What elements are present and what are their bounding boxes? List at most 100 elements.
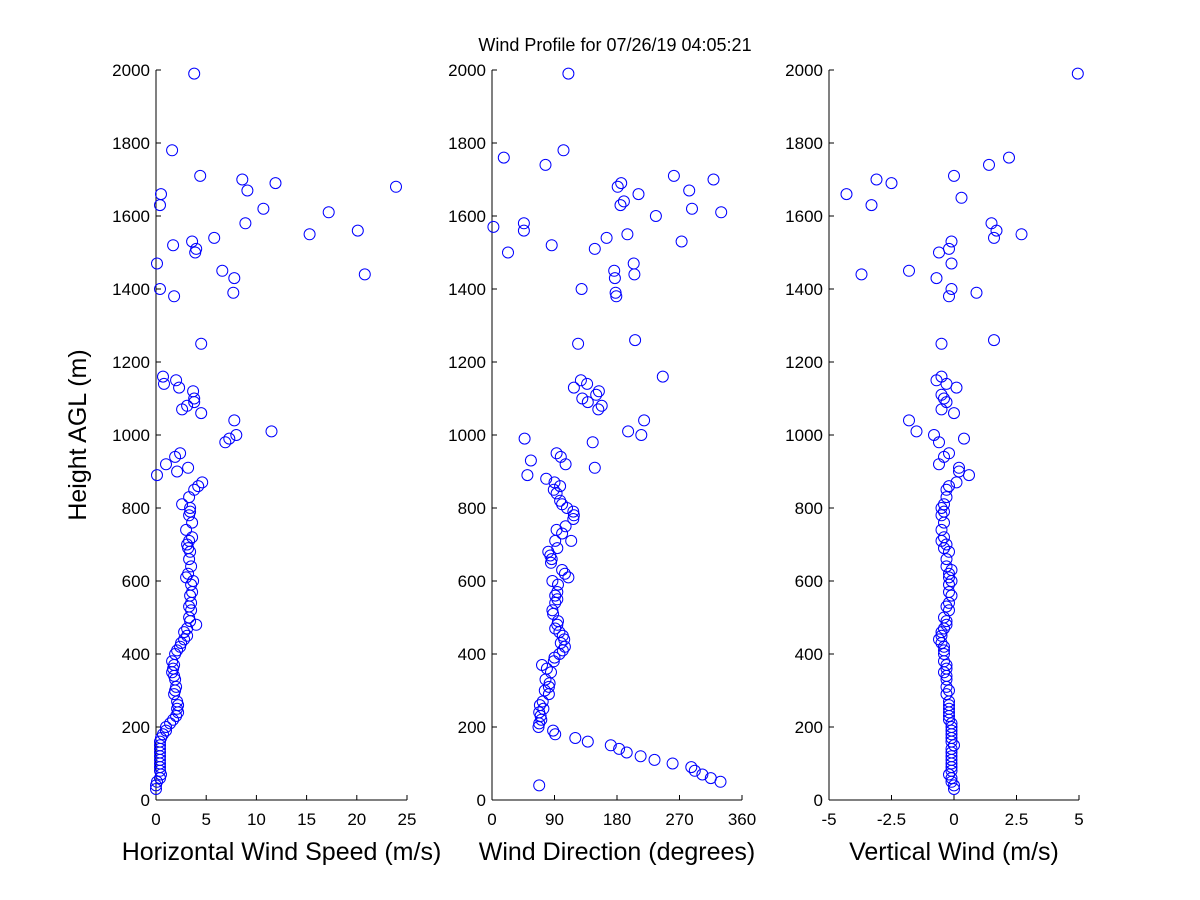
- vertical-data-point: [885, 177, 898, 190]
- speed-y-tick-label: 1800: [112, 134, 150, 153]
- direction-data-point: [608, 272, 621, 285]
- vertical-data-point: [948, 779, 960, 792]
- speed-data-point: [176, 403, 189, 416]
- direction-data-point: [547, 655, 560, 668]
- speed-data-point: [195, 407, 208, 420]
- direction-data-point: [497, 151, 510, 164]
- direction-data-point: [586, 436, 599, 449]
- speed-x-tick-label: 0: [151, 810, 160, 829]
- direction-data-point: [549, 622, 562, 635]
- speed-data-point: [227, 286, 240, 299]
- vertical-data-point: [940, 396, 953, 409]
- speed-data-point: [183, 491, 196, 504]
- vertical-data-point: [948, 739, 960, 752]
- speed-data-point: [151, 469, 163, 482]
- speed-data-point: [187, 385, 200, 398]
- vertical-data-point: [943, 710, 955, 722]
- vertical-data-point: [940, 673, 953, 686]
- speed-data-point: [154, 199, 166, 212]
- direction-data-point: [581, 377, 594, 390]
- vertical-data-point: [940, 553, 953, 566]
- vertical-data-point: [945, 775, 958, 788]
- speed-data-point: [186, 531, 199, 544]
- speed-y-tick-label: 1000: [112, 426, 150, 445]
- vertical-panel: 0 200 400 600 800 1000 1200 1400 1600 1800 2000 -5 -…: [785, 61, 1084, 866]
- speed-data-point: [265, 425, 278, 438]
- direction-data-point: [556, 498, 569, 511]
- speed-y-tick-label: 400: [122, 645, 150, 664]
- direction-y-tick-label: 600: [458, 572, 486, 591]
- speed-data-point: [160, 721, 172, 733]
- direction-data-point: [542, 688, 555, 701]
- vertical-data-point: [870, 173, 883, 186]
- speed-data-point: [178, 626, 191, 639]
- speed-data-point: [188, 392, 201, 405]
- vertical-data-point: [938, 655, 950, 668]
- vertical-data-point: [948, 407, 960, 420]
- direction-data-point: [552, 578, 564, 591]
- speed-data-point: [168, 688, 181, 701]
- speed-data-point: [351, 224, 364, 237]
- direction-data-point: [546, 604, 559, 617]
- direction-data-point: [554, 480, 567, 493]
- direction-data-point: [686, 202, 698, 215]
- direction-data-point: [567, 513, 580, 525]
- direction-data-point: [553, 648, 566, 660]
- vertical-data-point: [983, 158, 995, 171]
- direction-data-point: [517, 217, 530, 230]
- direction-data-point: [540, 472, 553, 485]
- vertical-data-point: [903, 264, 915, 277]
- speed-y-tick-label: 1600: [112, 207, 150, 226]
- vertical-data-point: [990, 224, 1003, 237]
- vertical-data-point: [950, 476, 963, 489]
- speed-data-point: [181, 538, 194, 551]
- speed-data-point: [150, 779, 162, 792]
- speed-x-tick-label: 10: [247, 810, 266, 829]
- direction-data-point: [569, 732, 582, 744]
- speed-data-point: [358, 268, 371, 281]
- vertical-data-point: [945, 283, 958, 295]
- direction-y-tick-label: 400: [458, 645, 486, 664]
- direction-data-point: [685, 761, 698, 774]
- direction-data-point: [615, 177, 628, 190]
- vertical-data-point: [1003, 151, 1015, 164]
- vertical-data-point: [988, 231, 1000, 244]
- vertical-data-point: [948, 169, 960, 182]
- speed-y-tick-label: 1200: [112, 353, 150, 372]
- speed-y-tick-label: 800: [122, 499, 150, 518]
- direction-data-point: [556, 644, 569, 657]
- direction-data-point: [567, 381, 580, 394]
- direction-data-point: [521, 469, 534, 482]
- direction-data-point: [536, 659, 548, 671]
- vertical-data-point: [933, 458, 945, 471]
- direction-data-point: [558, 567, 571, 580]
- speed-data-point: [158, 377, 170, 390]
- vertical-y-tick-label: 0: [814, 791, 823, 810]
- speed-data-point: [189, 246, 202, 259]
- speed-data-point: [171, 465, 184, 478]
- direction-data-point: [549, 534, 562, 547]
- direction-x-tick-label: 180: [603, 810, 631, 829]
- vertical-data-point: [935, 509, 948, 522]
- vertical-data-point: [928, 429, 940, 441]
- speed-data-point: [216, 264, 229, 277]
- vertical-x-tick-label: 2.5: [1005, 810, 1029, 829]
- direction-x-tick-label: 90: [545, 810, 564, 829]
- speed-data-point: [208, 231, 221, 244]
- vertical-data-point: [970, 286, 983, 299]
- vertical-y-tick-label: 2000: [785, 61, 823, 80]
- speed-data-point: [167, 713, 180, 726]
- direction-y-tick-label: 1200: [448, 353, 486, 372]
- speed-data-point: [150, 783, 162, 795]
- vertical-data-point: [943, 586, 955, 598]
- direction-data-point: [574, 374, 587, 387]
- vertical-data-point: [938, 611, 950, 624]
- vertical-data-point: [943, 768, 955, 781]
- direction-data-point: [533, 779, 546, 792]
- speed-data-point: [169, 450, 182, 463]
- vertical-data-point: [930, 272, 943, 285]
- vertical-data-point: [938, 516, 950, 529]
- direction-data-point: [550, 487, 563, 500]
- vertical-data-point: [945, 589, 958, 602]
- direction-data-point: [595, 399, 608, 412]
